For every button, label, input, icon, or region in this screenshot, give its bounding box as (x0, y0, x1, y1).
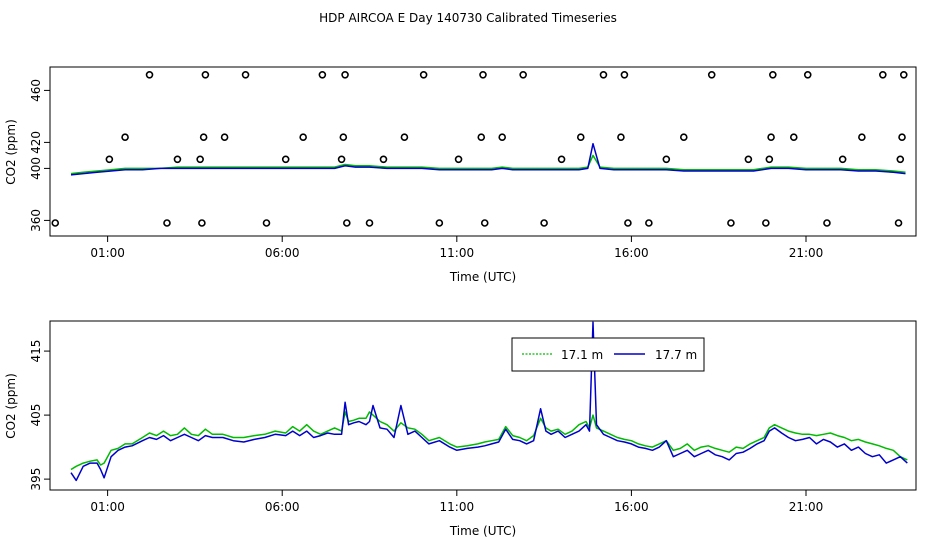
top-marker-12 (262, 219, 271, 227)
top-marker-47 (769, 71, 777, 79)
bottom-y-axis-label: CO2 (ppm) (4, 373, 18, 439)
top-marker-35 (617, 133, 625, 141)
top-marker-57 (899, 71, 908, 79)
top-marker-32 (557, 155, 566, 164)
top-marker-40 (679, 133, 688, 141)
top-marker-3 (145, 71, 154, 79)
top-marker-23 (419, 71, 428, 79)
top-marker-50 (823, 219, 831, 227)
top-y-tick-label-2: 420 (29, 131, 43, 154)
top-y-tick-label-1: 400 (29, 157, 43, 180)
legend: 17.1 m 17.7 m (511, 337, 705, 372)
top-marker-41 (707, 71, 716, 79)
top-marker-2 (121, 133, 129, 141)
top-marker-19 (343, 219, 351, 227)
top-x-tick-label-1: 06:00 (265, 246, 300, 260)
top-marker-26 (477, 133, 486, 141)
bottom-x-tick-label-2: 11:00 (440, 500, 475, 514)
bottom-x-ticks: 01:00 06:00 11:00 16:00 21:00 (90, 490, 823, 514)
top-x-tick-label-4: 21:00 (789, 246, 824, 260)
top-marker-37 (624, 219, 632, 227)
top-marker-39 (662, 155, 671, 164)
top-y-ticks: 360 400 420 460 (29, 79, 50, 232)
bottom-x-tick-label-4: 21:00 (789, 500, 824, 514)
top-marker-48 (789, 133, 798, 141)
top-marker-52 (858, 133, 866, 141)
top-marker-31 (540, 219, 548, 227)
top-marker-44 (762, 219, 770, 227)
bottom-x-tick-label-0: 01:00 (90, 500, 125, 514)
bottom-series-line-1 (70, 321, 908, 482)
top-marker-25 (454, 155, 463, 164)
top-marker-24 (435, 219, 444, 227)
top-marker-33 (576, 133, 585, 141)
bottom-x-tick-label-1: 06:00 (265, 500, 300, 514)
top-marker-34 (599, 71, 608, 79)
top-marker-5 (173, 155, 182, 164)
top-marker-14 (299, 133, 307, 141)
legend-label-series-a: 17.1 m (561, 348, 603, 362)
top-marker-20 (365, 219, 374, 227)
top-marker-36 (620, 71, 629, 79)
top-marker-6 (198, 219, 206, 227)
top-x-ticks: 01:00 06:00 11:00 16:00 21:00 (90, 236, 823, 260)
top-x-tick-label-3: 16:00 (614, 246, 649, 260)
top-series-line-0 (70, 154, 906, 175)
bottom-x-tick-label-3: 16:00 (614, 500, 649, 514)
top-marker-15 (318, 71, 327, 79)
top-marker-56 (898, 133, 906, 141)
top-marker-1 (105, 155, 114, 164)
top-marker-42 (727, 219, 735, 227)
top-marker-54 (894, 219, 903, 227)
top-marker-18 (341, 71, 349, 79)
top-marker-13 (281, 155, 290, 164)
top-marker-46 (767, 133, 775, 141)
top-y-tick-label-0: 360 (29, 209, 43, 232)
top-marker-43 (744, 155, 753, 164)
top-marker-55 (896, 155, 905, 164)
top-marker-27 (479, 71, 487, 79)
bottom-panel: 01:00 06:00 11:00 16:00 21:00 395 405 415 17.1… (4, 320, 917, 538)
bottom-lines (70, 321, 908, 482)
top-x-tick-label-2: 11:00 (440, 246, 475, 260)
top-markers (51, 71, 908, 227)
top-series-line-1 (70, 142, 906, 176)
top-marker-8 (199, 133, 208, 141)
top-marker-51 (838, 155, 847, 164)
figure-title: HDP AIRCOA E Day 140730 Calibrated Times… (319, 11, 617, 25)
top-marker-17 (339, 133, 348, 141)
top-panel: 01:00 06:00 11:00 16:00 21:00 360 400 420 460 T… (4, 66, 917, 284)
top-marker-7 (196, 155, 204, 164)
top-marker-30 (519, 71, 527, 79)
top-marker-22 (400, 133, 409, 141)
bottom-y-tick-label-1: 405 (29, 404, 43, 427)
top-y-tick-label-3: 460 (29, 79, 43, 102)
bottom-y-tick-label-0: 395 (29, 468, 43, 491)
top-y-axis-label: CO2 (ppm) (4, 119, 18, 185)
top-x-tick-label-0: 01:00 (90, 246, 125, 260)
bottom-y-tick-label-2: 415 (29, 340, 43, 363)
bottom-y-ticks: 395 405 415 (29, 340, 50, 491)
top-marker-16 (337, 155, 346, 164)
bottom-plot-frame (49, 320, 917, 491)
top-marker-10 (220, 133, 229, 141)
top-x-axis-label: Time (UTC) (449, 270, 516, 284)
top-marker-0 (51, 219, 60, 227)
top-marker-9 (201, 71, 210, 79)
top-lines (70, 142, 906, 176)
bottom-series-line-0 (70, 411, 908, 471)
top-marker-45 (765, 155, 774, 164)
top-plot-frame (49, 66, 917, 237)
top-marker-21 (379, 155, 388, 164)
top-marker-11 (241, 71, 250, 79)
top-marker-38 (645, 219, 653, 227)
legend-label-series-b: 17.7 m (655, 348, 697, 362)
top-marker-28 (480, 219, 489, 227)
top-marker-4 (163, 219, 171, 227)
bottom-x-axis-label: Time (UTC) (449, 524, 516, 538)
top-marker-29 (498, 133, 507, 141)
top-marker-53 (879, 71, 887, 79)
top-marker-49 (803, 71, 812, 79)
